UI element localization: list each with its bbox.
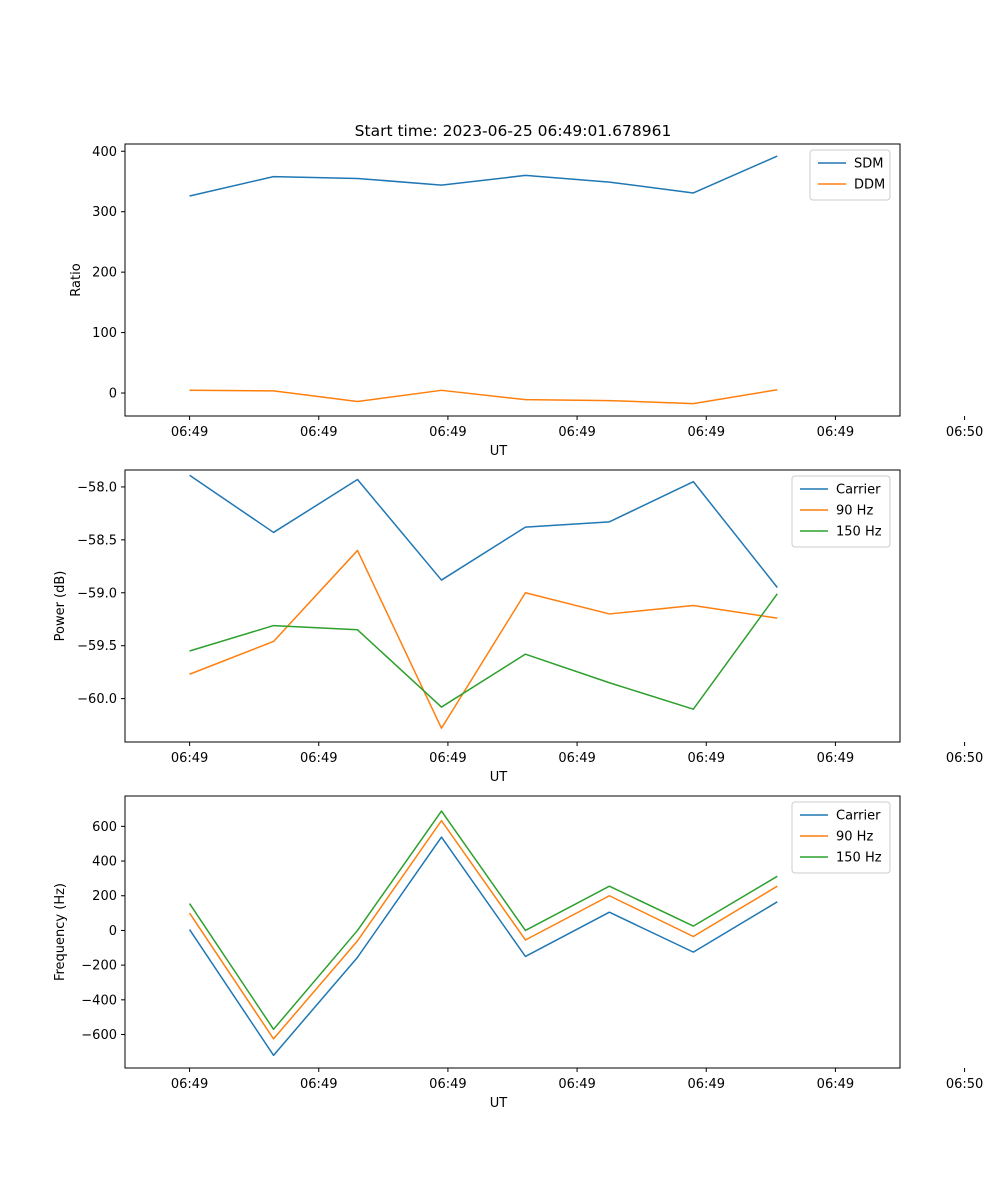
y-tick-label: 100 — [92, 326, 117, 341]
x-tick-label: 06:49 — [300, 751, 337, 766]
y-tick-label: −60.0 — [77, 692, 117, 707]
series-line-150-hz — [189, 593, 778, 710]
x-tick-label: 06:49 — [171, 425, 208, 440]
x-axis-label: UT — [490, 1096, 508, 1111]
x-tick-label: 06:49 — [688, 425, 725, 440]
x-tick-label: 06:49 — [171, 751, 208, 766]
x-tick-label: 06:49 — [817, 1077, 854, 1092]
y-tick-label: −400 — [81, 993, 117, 1008]
y-tick-label: 200 — [92, 266, 117, 281]
legend-label: DDM — [854, 178, 885, 193]
x-tick-label: 06:50 — [946, 751, 983, 766]
subplots-container: 06:49 06:49 06:49 06:49 06:49 06:49 06:50 0 100 2… — [53, 143, 983, 1111]
legend-label: Carrier — [836, 483, 881, 498]
y-tick-label: 200 — [92, 889, 117, 904]
y-tick-label: −200 — [81, 959, 117, 974]
x-tick-label: 06:49 — [429, 1077, 466, 1092]
legend: Carrier 90 Hz 150 Hz — [791, 801, 891, 874]
y-tick-label: 300 — [92, 205, 117, 220]
y-tick-label: 400 — [92, 145, 117, 160]
y-tick-label: 600 — [92, 820, 117, 835]
y-tick-label: −59.0 — [77, 586, 117, 601]
x-tick-label: 06:49 — [300, 1077, 337, 1092]
x-tick-label: 06:49 — [558, 751, 595, 766]
legend-label: 150 Hz — [836, 525, 882, 540]
legend: Carrier 90 Hz 150 Hz — [791, 475, 891, 548]
x-tick-label: 06:49 — [817, 751, 854, 766]
legend-label: SDM — [854, 157, 883, 172]
y-tick-label: −600 — [81, 1028, 117, 1043]
figure-title: Start time: 2023-06-25 06:49:01.678961 — [355, 122, 672, 140]
x-axis-label: UT — [490, 770, 508, 785]
legend-label: 90 Hz — [836, 504, 873, 519]
y-tick-label: −58.0 — [77, 480, 117, 495]
y-axis-label: Frequency (Hz) — [53, 883, 68, 981]
x-tick-label: 06:49 — [300, 425, 337, 440]
legend-label: Carrier — [836, 809, 881, 824]
axes-frame — [124, 143, 901, 417]
y-tick-label: −58.5 — [77, 533, 117, 548]
x-tick-label: 06:49 — [688, 751, 725, 766]
x-axis-label: UT — [490, 444, 508, 459]
x-tick-label: 06:50 — [946, 1077, 983, 1092]
y-tick-label: 0 — [109, 387, 117, 402]
series-line-sdm — [189, 155, 778, 197]
y-tick-label: −59.5 — [77, 639, 117, 654]
x-tick-label: 06:49 — [429, 425, 466, 440]
x-tick-label: 06:49 — [171, 1077, 208, 1092]
series-line-carrier — [189, 474, 778, 588]
legend-box — [791, 475, 891, 548]
legend: SDM DDM — [809, 149, 891, 201]
x-tick-label: 06:49 — [688, 1077, 725, 1092]
x-tick-label: 06:49 — [817, 425, 854, 440]
legend-label: 90 Hz — [836, 830, 873, 845]
legend-label: 150 Hz — [836, 851, 882, 866]
y-axis-label: Power (dB) — [53, 571, 68, 642]
subplot-2: 06:49 06:49 06:49 06:49 06:49 06:49 06:50 −58.0… — [53, 469, 983, 785]
series-line-ddm — [189, 388, 778, 405]
series-line-150-hz — [188, 810, 778, 1031]
x-tick-label: 06:49 — [558, 425, 595, 440]
y-tick-label: 400 — [92, 855, 117, 870]
x-tick-label: 06:50 — [946, 425, 983, 440]
subplot-3: 06:49 06:49 06:49 06:49 06:49 06:49 06:50 600 40… — [53, 795, 983, 1111]
y-axis-label: Ratio — [69, 263, 84, 296]
x-tick-label: 06:49 — [429, 751, 466, 766]
axes-frame — [124, 795, 901, 1069]
axes-frame — [124, 469, 901, 743]
legend-box — [791, 801, 891, 874]
subplot-1: 06:49 06:49 06:49 06:49 06:49 06:49 06:50 0 100 2… — [69, 143, 983, 459]
series-line-carrier — [188, 836, 778, 1057]
x-tick-label: 06:49 — [558, 1077, 595, 1092]
series-line-90-hz — [188, 819, 778, 1040]
y-tick-label: 0 — [109, 924, 117, 939]
